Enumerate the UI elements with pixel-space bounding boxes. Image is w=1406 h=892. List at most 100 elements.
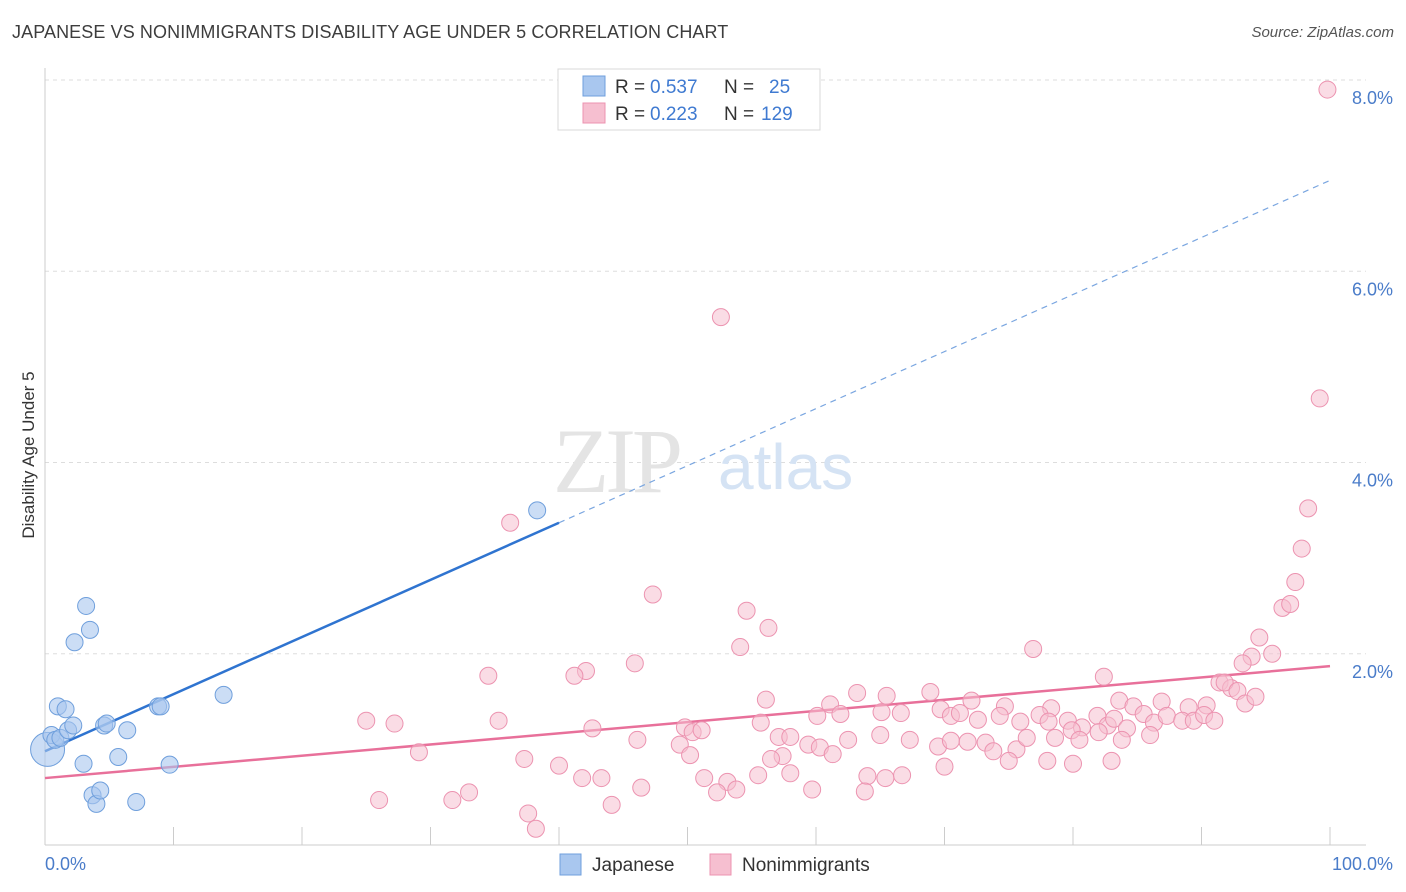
nonimmigrants-point xyxy=(515,749,534,768)
bottom-legend-swatch-nonimmigrants xyxy=(709,853,732,876)
nonimmigrants-point xyxy=(737,601,756,620)
x-tick-labels: 0.0% 100.0% xyxy=(45,854,1393,874)
nonimmigrants-point xyxy=(823,745,842,764)
japanese-point xyxy=(160,755,179,774)
nonimmigrants-point xyxy=(1157,706,1176,725)
nonimmigrants-point xyxy=(643,585,662,604)
japanese-point xyxy=(118,721,137,740)
japanese-point xyxy=(151,697,170,716)
watermark-atlas: atlas xyxy=(718,431,853,503)
nonimmigrants-point xyxy=(756,690,775,709)
nonimmigrants-point xyxy=(708,783,727,802)
y-axis-label: Disability Age Under 5 xyxy=(19,371,38,538)
japanese-point xyxy=(80,620,99,639)
nonimmigrants-point xyxy=(848,683,867,702)
nonimmigrants-point xyxy=(727,780,746,799)
nonimmigrants-point xyxy=(592,769,611,788)
nonimmigrants-point xyxy=(550,756,568,775)
nonimmigrants-point xyxy=(711,308,730,327)
nonimmigrants-point xyxy=(999,751,1018,770)
nonimmigrants-point xyxy=(602,795,621,814)
legend-n-label-2: N = xyxy=(724,104,754,125)
legend-swatch-nonimmigrants xyxy=(582,102,606,124)
nonimmigrants-point xyxy=(1233,654,1252,673)
nonimmigrants-point xyxy=(858,767,877,786)
bottom-legend-swatch-japanese xyxy=(559,853,582,876)
nonimmigrants-point xyxy=(1205,711,1224,730)
nonimmigrants-point xyxy=(855,782,874,801)
y-tick-labels: 2.0% 4.0% 6.0% 8.0% xyxy=(1352,88,1393,682)
legend-r-label-2: R = xyxy=(615,104,645,125)
nonimmigrants-point xyxy=(1011,712,1030,731)
nonimmigrants-point xyxy=(1046,728,1065,747)
nonimmigrants-point xyxy=(526,819,545,838)
nonimmigrants-point xyxy=(695,769,714,788)
japanese-point xyxy=(528,501,547,520)
x-tick-label: 100.0% xyxy=(1332,854,1393,874)
japanese-point xyxy=(127,792,146,811)
nonimmigrants-point xyxy=(891,704,910,723)
nonimmigrants-point xyxy=(900,730,919,749)
legend-n-value-2: 129 xyxy=(761,104,793,125)
nonimmigrants-point xyxy=(781,727,800,746)
nonimmigrants-point xyxy=(1286,573,1305,592)
nonimmigrants-point xyxy=(1299,499,1318,518)
nonimmigrants-point xyxy=(1112,730,1131,749)
nonimmigrants-point xyxy=(1215,673,1234,692)
japanese-trend-line xyxy=(44,521,560,753)
legend-n-label-1: N = xyxy=(724,77,754,98)
bottom-legend-japanese: Japanese xyxy=(592,855,674,876)
nonimmigrants-point xyxy=(460,783,479,802)
nonimmigrants-point xyxy=(1094,667,1113,686)
japanese-point xyxy=(214,685,233,704)
japanese-point xyxy=(77,596,96,615)
bottom-legend: Japanese Nonimmigrants xyxy=(559,853,870,876)
x-tick-label: 0.0% xyxy=(45,854,86,874)
nonimmigrants-point xyxy=(762,749,781,768)
nonimmigrants-point xyxy=(1250,628,1269,647)
nonimmigrants-point xyxy=(751,713,770,732)
chart-title: JAPANESE VS NONIMMIGRANTS DISABILITY AGE… xyxy=(12,22,729,42)
japanese-point xyxy=(64,716,83,735)
legend-box: R = 0.537 N = 25 R = 0.223 N = 129 xyxy=(557,68,821,131)
japanese-point xyxy=(56,700,75,719)
nonimmigrants-point xyxy=(1064,754,1082,773)
nonimmigrants-point xyxy=(958,732,977,751)
nonimmigrants-point xyxy=(731,638,750,657)
japanese-point xyxy=(91,781,110,800)
legend-r-value-2: 0.223 xyxy=(650,104,698,125)
trend-lines xyxy=(44,179,1331,780)
nonimmigrants-point xyxy=(808,706,827,725)
nonimmigrants-point xyxy=(681,746,700,765)
nonimmigrants-point xyxy=(831,704,850,723)
nonimmigrants-point xyxy=(877,686,896,705)
nonimmigrants-point xyxy=(968,710,987,729)
nonimmigrants-point xyxy=(1038,751,1057,770)
nonimmigrants-point xyxy=(1292,539,1311,558)
nonimmigrants-points xyxy=(357,80,1337,838)
nonimmigrants-point xyxy=(839,730,858,749)
nonimmigrants-point xyxy=(1281,595,1300,614)
nonimmigrants-point xyxy=(443,791,462,810)
nonimmigrants-point xyxy=(872,703,891,722)
nonimmigrants-point xyxy=(1089,723,1108,742)
nonimmigrants-point xyxy=(370,791,389,810)
source-label: Source: ZipAtlas.com xyxy=(1251,24,1394,41)
nonimmigrants-point xyxy=(1105,709,1124,728)
nonimmigrants-point xyxy=(692,721,711,740)
nonimmigrants-point xyxy=(1102,751,1121,770)
japanese-trend-extension xyxy=(558,179,1331,524)
watermark: ZIP atlas xyxy=(553,410,853,512)
nonimmigrants-point xyxy=(941,731,960,750)
nonimmigrants-point xyxy=(990,706,1009,725)
nonimmigrants-point xyxy=(357,711,376,730)
japanese-point xyxy=(65,633,84,652)
nonimmigrants-point xyxy=(489,711,508,730)
nonimmigrants-point xyxy=(628,730,647,749)
nonimmigrants-point xyxy=(583,719,602,738)
nonimmigrants-point xyxy=(519,804,538,823)
nonimmigrants-point xyxy=(501,513,520,532)
nonimmigrants-point xyxy=(984,742,1003,761)
legend-n-value-1: 25 xyxy=(769,77,790,98)
